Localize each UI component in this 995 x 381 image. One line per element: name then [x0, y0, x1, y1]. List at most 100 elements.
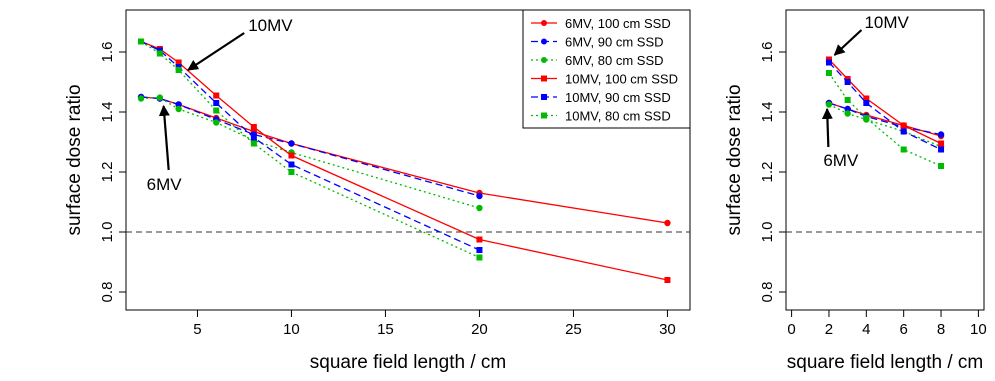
data-point	[175, 101, 182, 108]
x-tick-label: 10	[283, 321, 300, 338]
data-point	[664, 219, 671, 227]
series-10mv-80-cm-ssd	[825, 70, 945, 169]
data-point	[250, 134, 257, 141]
y-tick-label: 1.4	[759, 102, 776, 123]
y-tick-label: 1.2	[99, 162, 116, 183]
legend-entry: 6MV, 90 cm SSD	[565, 35, 664, 50]
data-point	[863, 95, 870, 102]
y-axis-label: surface dose ratio	[64, 84, 85, 235]
data-point	[476, 254, 483, 261]
x-tick-label: 10	[970, 321, 987, 338]
data-point	[156, 94, 164, 101]
data-point	[825, 101, 833, 108]
data-point	[138, 38, 145, 45]
data-point	[900, 146, 907, 153]
data-point	[288, 140, 295, 147]
data-point	[844, 97, 851, 103]
data-point	[938, 146, 945, 153]
data-point	[156, 50, 163, 57]
annotation-arrow	[833, 29, 863, 56]
series-line	[828, 62, 942, 151]
x-tick-label: 5	[193, 321, 201, 338]
series-line	[828, 72, 942, 167]
data-point	[863, 100, 870, 106]
data-point	[288, 169, 295, 175]
legend-marker	[541, 75, 547, 82]
data-point	[825, 70, 832, 76]
x-tick-label: 0	[787, 321, 795, 338]
annotation-arrow	[187, 32, 245, 71]
legend-marker	[541, 20, 547, 26]
series-line	[140, 40, 480, 251]
legend-marker	[541, 94, 547, 100]
x-tick-label: 25	[565, 321, 582, 338]
annotation-label: 10MV	[248, 16, 293, 35]
y-tick-label: 1.4	[99, 102, 116, 123]
x-tick-label: 15	[377, 321, 394, 338]
series-6mv-80-cm-ssd	[137, 94, 483, 212]
series-10mv-90-cm-ssd	[138, 38, 483, 253]
data-point	[825, 59, 832, 66]
data-point	[476, 247, 483, 253]
plot-frame	[785, 9, 985, 311]
legend-entry: 6MV, 80 cm SSD	[565, 53, 664, 68]
series-line	[140, 40, 668, 281]
annotation-label: 6MV	[147, 175, 183, 194]
data-point	[938, 140, 945, 147]
data-point	[844, 110, 851, 117]
data-point	[175, 105, 182, 113]
y-tick-label: 1.0	[759, 222, 776, 243]
data-point	[664, 277, 671, 283]
data-point	[900, 128, 907, 135]
data-point	[863, 115, 870, 121]
annotation-label: 6MV	[823, 151, 859, 170]
data-point	[213, 119, 220, 126]
data-point	[844, 79, 851, 85]
legend-entry: 6MV, 100 cm SSD	[565, 16, 671, 31]
left-chart: 5 10 15 20 25 30 0.8 1.0 1.2 1.4 1.6 square field l…	[64, 9, 691, 373]
y-axis-label: surface dose ratio	[724, 84, 745, 235]
legend-entry: 10MV, 90 cm SSD	[565, 90, 671, 105]
y-tick-label: 0.8	[99, 282, 116, 303]
data-point	[900, 122, 907, 129]
data-point	[288, 161, 295, 168]
x-axis-label: square field length / cm	[310, 352, 506, 373]
y-tick-label: 1.6	[99, 42, 116, 63]
legend-marker	[541, 57, 547, 63]
y-tick-label: 1.6	[759, 42, 776, 63]
legend-box	[522, 9, 691, 129]
x-axis-label: square field length / cm	[787, 352, 983, 373]
data-point	[175, 67, 182, 73]
data-point	[476, 204, 483, 212]
legend: 6MV, 100 cm SSD 6MV, 90 cm SSD 6MV, 80 cm …	[522, 9, 691, 129]
data-point	[937, 131, 945, 138]
x-tick-label: 30	[659, 321, 676, 338]
legend-entry: 10MV, 100 cm SSD	[565, 72, 678, 87]
data-point	[213, 92, 220, 99]
series-10mv-90-cm-ssd	[825, 59, 945, 153]
x-tick-label: 4	[862, 321, 870, 338]
series-line	[140, 96, 480, 209]
x-tick-label: 20	[471, 321, 488, 338]
data-point	[844, 105, 851, 113]
x-tick-label: 2	[825, 321, 833, 338]
legend-marker	[541, 112, 547, 119]
data-point	[938, 163, 945, 169]
legend-entry: 10MV, 80 cm SSD	[565, 109, 671, 124]
x-tick-label: 6	[900, 321, 908, 338]
data-point	[476, 192, 483, 200]
series-6mv-90-cm-ssd	[825, 99, 945, 138]
y-tick-label: 0.8	[759, 282, 776, 303]
annotation-label: 10MV	[864, 13, 909, 32]
y-tick-label: 1.0	[99, 222, 116, 243]
annotation-arrow	[158, 104, 170, 171]
plot-frame	[125, 9, 691, 311]
data-point	[250, 140, 257, 147]
data-point	[288, 152, 295, 159]
data-point	[137, 95, 145, 102]
data-point	[476, 236, 483, 243]
data-point	[175, 59, 182, 66]
y-tick-label: 1.2	[759, 162, 776, 183]
series-6mv-90-cm-ssd	[137, 93, 483, 200]
